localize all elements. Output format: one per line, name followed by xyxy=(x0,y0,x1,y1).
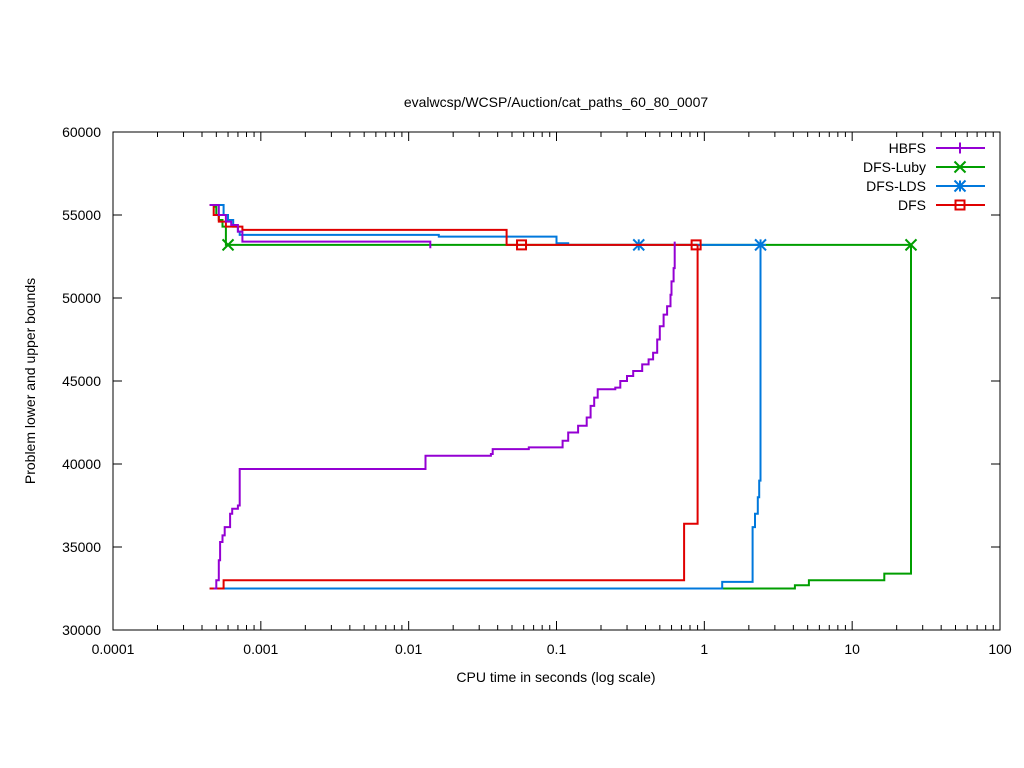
y-tick-label: 45000 xyxy=(62,373,101,389)
dfs-point xyxy=(516,239,528,251)
legend-label-hbfs: HBFS xyxy=(889,140,926,156)
marker-stroke xyxy=(904,238,918,252)
x-tick-label: 1 xyxy=(700,641,708,657)
y-tick-label: 55000 xyxy=(62,207,101,223)
legend-marker-hbfs xyxy=(954,142,966,154)
legend-label-dfs-lds: DFS-LDS xyxy=(866,178,926,194)
y-tick-label: 40000 xyxy=(62,456,101,472)
dfs-upper-bound-line xyxy=(209,204,698,246)
chart-title: evalwcsp/WCSP/Auction/cat_paths_60_80_00… xyxy=(404,94,709,110)
marker-stroke xyxy=(953,160,967,174)
plot-frame xyxy=(112,131,1001,631)
dfs-luby-upper-bound-line xyxy=(213,205,911,246)
plot-area xyxy=(209,204,918,590)
legend-marker-dfs-luby xyxy=(953,160,967,174)
dfs-point xyxy=(690,239,702,251)
marker-stroke xyxy=(221,238,235,252)
legend-marker-dfs xyxy=(954,199,966,211)
dfs-lds-point xyxy=(754,238,767,252)
x-tick-label: 10 xyxy=(844,641,860,657)
x-tick-label: 0.01 xyxy=(395,641,422,657)
x-tick-label: 0.1 xyxy=(547,641,567,657)
marker-stroke xyxy=(954,199,966,211)
x-tick-label: 0.001 xyxy=(243,641,278,657)
hbfs-lower-bound-line xyxy=(213,241,676,590)
legend-marker-dfs-lds xyxy=(953,179,967,193)
hbfs-upper-bound-line xyxy=(209,204,432,249)
y-tick-label: 30000 xyxy=(62,622,101,638)
dfs-luby-lower-bound-line xyxy=(213,244,912,590)
dfs-luby-point xyxy=(904,238,918,252)
legend-label-dfs-luby: DFS-Luby xyxy=(863,159,926,175)
y-tick-label: 60000 xyxy=(62,124,101,140)
y-tick-label: 50000 xyxy=(62,290,101,306)
dfs-lds-lower-bound-line xyxy=(209,244,762,590)
dfs-lower-bound-line xyxy=(209,244,699,590)
dfs-lds-upper-bound-line xyxy=(209,204,761,246)
x-tick-label: 100 xyxy=(988,641,1012,657)
axes: 0.0001 0.001 0.01 0.1 1 10 100 30000 35000 40000 4… xyxy=(62,124,1012,657)
marker-stroke xyxy=(516,239,528,251)
y-axis-label: Problem lower and upper bounds xyxy=(22,278,38,484)
marker-stroke xyxy=(690,239,702,251)
legend: HBFS DFS-Luby DFS-LDS DFS xyxy=(863,140,985,213)
legend-label-dfs: DFS xyxy=(898,197,926,213)
x-tick-label: 0.0001 xyxy=(92,641,135,657)
x-axis-label: CPU time in seconds (log scale) xyxy=(456,669,655,685)
y-tick-label: 35000 xyxy=(62,539,101,555)
dfs-luby-point xyxy=(221,238,235,252)
